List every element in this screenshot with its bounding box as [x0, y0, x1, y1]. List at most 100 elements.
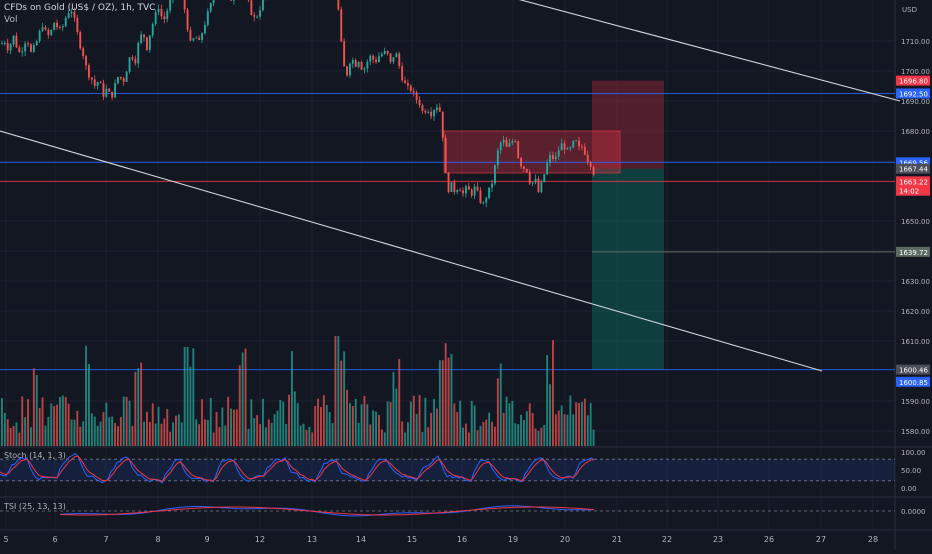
candle-body [166, 11, 168, 19]
candle-body [572, 141, 574, 148]
stoch-tick-label: 50.00 [901, 467, 921, 475]
volume-bar [578, 403, 580, 446]
candle-body [103, 83, 105, 97]
volume-bar [7, 419, 9, 446]
volume-bar [300, 426, 302, 446]
candle-body [198, 38, 200, 40]
time-tick-label: 21 [612, 535, 622, 544]
volume-bar [181, 422, 183, 446]
volume-bar [485, 420, 487, 446]
volume-bar [82, 421, 84, 446]
candle-body [456, 190, 458, 192]
volume-bar [564, 414, 566, 446]
volume-bar [239, 365, 241, 446]
volume-bar [572, 414, 574, 446]
volume-bar [340, 361, 342, 446]
candle-body [24, 43, 26, 51]
volume-bar [314, 406, 316, 446]
tsi-tick-label: 0.0000 [901, 508, 926, 516]
volume-bar [366, 404, 368, 446]
price-tick-label: 1710.00 [901, 38, 930, 46]
volume-bar [236, 409, 238, 446]
candles [1, 0, 595, 207]
volume-bar [575, 402, 577, 446]
volume-bar [198, 424, 200, 446]
currency-label: USD [902, 6, 917, 14]
candle-body [517, 141, 519, 158]
candle-body [477, 187, 479, 191]
time-tick-label: 15 [407, 535, 417, 544]
volume-bar [134, 372, 136, 446]
candle-body [343, 41, 345, 66]
volume-bar [558, 411, 560, 446]
volume-bar [404, 433, 406, 446]
candle-body [355, 60, 357, 67]
volume-bar [517, 424, 519, 446]
candle-body [567, 148, 569, 149]
volume-bar [282, 402, 284, 446]
stoch-title: Stoch (14, 1, 3) [4, 451, 66, 460]
candle-body [352, 60, 354, 64]
candle-body [410, 86, 412, 91]
volume-bar [520, 415, 522, 446]
price-tick-label: 1580.00 [901, 428, 930, 436]
volume-bar [117, 426, 119, 446]
candle-body [94, 79, 96, 85]
stoch-tick-label: 0.00 [901, 485, 917, 493]
candle-body [442, 111, 444, 137]
candle-body [340, 9, 342, 41]
candle-body [439, 107, 441, 111]
candle-body [561, 143, 563, 150]
candle-body [480, 190, 482, 202]
time-tick-label: 20 [560, 535, 570, 544]
volume-bar [216, 412, 218, 446]
volume-bar [503, 413, 505, 446]
volume-bar [59, 397, 61, 446]
volume-bar [100, 422, 102, 446]
volume-bar [529, 403, 531, 446]
volume-bar [88, 364, 90, 446]
volume-bar [535, 429, 537, 446]
volume-bar [552, 340, 554, 446]
price-tick-label: 1630.00 [901, 278, 930, 286]
volume-bar [532, 413, 534, 446]
candle-body [30, 44, 32, 51]
candle-body [523, 167, 525, 169]
candle-body [230, 0, 232, 1]
candle-body [430, 112, 432, 116]
candle-body [378, 56, 380, 62]
candle-body [500, 143, 502, 150]
time-tick-label: 22 [662, 535, 672, 544]
candle-body [108, 89, 110, 92]
volume-bar [416, 414, 418, 446]
candle-body [111, 92, 113, 98]
candle-body [53, 23, 55, 30]
time-tick-label: 16 [457, 535, 467, 544]
candle-body [349, 64, 351, 76]
candle-body [497, 150, 499, 165]
candle-body [169, 0, 171, 11]
candle-body [369, 56, 371, 62]
volume-bar [1, 398, 3, 446]
price-label: 1600.85 [899, 379, 928, 387]
volume-bar [393, 372, 395, 446]
candle-body [538, 179, 540, 192]
price-label: 1663.22 [899, 178, 928, 186]
candle-body [422, 105, 424, 111]
volume-bar [500, 364, 502, 446]
price-axis[interactable]: USD1710.001700.001690.001680.001670.0016… [896, 6, 930, 516]
candle-body [569, 147, 571, 148]
price-tick-label: 1700.00 [901, 68, 930, 76]
volume-bars [1, 336, 595, 446]
volume-bar [129, 401, 131, 446]
candle-body [462, 191, 464, 194]
price-label: 1696.80 [899, 78, 928, 86]
price-tick-label: 1680.00 [901, 128, 930, 136]
volume-bar [274, 414, 276, 446]
candle-body [163, 16, 165, 19]
volume-bar [245, 349, 247, 446]
volume-bar [581, 402, 583, 446]
